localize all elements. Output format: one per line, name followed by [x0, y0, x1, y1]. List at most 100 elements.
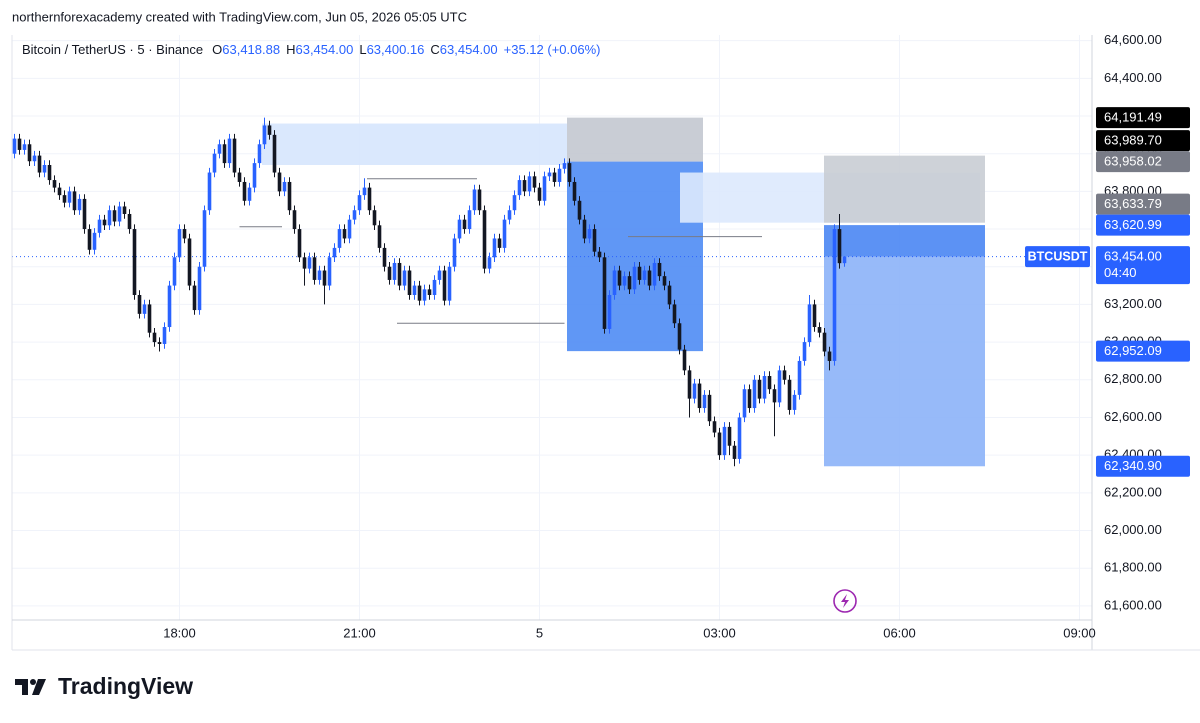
candle-body	[267, 125, 272, 135]
price-label-box	[1096, 107, 1190, 129]
zones	[12, 117, 1092, 467]
candle-body	[312, 257, 317, 280]
legend-value: 63,400.16	[367, 42, 425, 57]
candle-body	[372, 210, 377, 226]
candle-body	[157, 342, 162, 344]
y-tick-label: 64,400.00	[1104, 70, 1162, 85]
candle-body	[247, 187, 252, 201]
y-tick-label: 63,200.00	[1104, 296, 1162, 311]
legend: Bitcoin / TetherUS · 5 · Binance O63,418.…	[22, 42, 601, 57]
candle-body	[687, 370, 692, 399]
candle-body	[797, 360, 802, 395]
candle-body	[112, 210, 117, 222]
candle-body	[702, 394, 707, 409]
candle-body	[422, 289, 427, 301]
candle-body	[827, 351, 832, 361]
candle-body	[712, 421, 717, 433]
tag-box	[1025, 246, 1090, 268]
candle-body	[107, 210, 112, 226]
candle-body	[227, 138, 232, 164]
logo-text: TradingView	[58, 673, 193, 699]
price-label: 63,958.02	[1104, 154, 1162, 169]
y-tick-label: 64,600.00	[1104, 32, 1162, 47]
candle-body	[242, 181, 247, 201]
candle-body	[77, 198, 82, 211]
x-tick-label: 18:00	[163, 625, 196, 640]
candle-body	[522, 180, 527, 192]
candle-body	[697, 383, 702, 409]
candle-body	[382, 247, 387, 267]
candle-body	[597, 251, 602, 258]
zone	[567, 117, 703, 162]
candle-body	[222, 144, 227, 164]
candle-body	[637, 266, 642, 280]
candle-body	[507, 210, 512, 220]
candle-body	[87, 229, 92, 250]
candle-body	[162, 327, 167, 344]
legend-key: C	[430, 42, 439, 57]
candle-body	[92, 232, 97, 250]
price-label: 63,454.00	[1104, 249, 1162, 264]
candle-body	[467, 210, 472, 230]
legend-value: 63,454.00	[295, 42, 353, 57]
y-tick-label: 61,600.00	[1104, 597, 1162, 612]
candle-body	[432, 279, 437, 295]
candle-body	[757, 379, 762, 399]
candle-body	[352, 210, 357, 220]
candle-body	[232, 138, 237, 173]
candle-body	[272, 134, 277, 173]
candle-body	[642, 270, 647, 280]
candle-body	[582, 219, 587, 239]
x-tick-label: 21:00	[343, 625, 376, 640]
candle-body	[117, 206, 122, 222]
candle-body	[72, 191, 77, 211]
price-label-box	[1096, 151, 1190, 173]
candle-body	[137, 295, 142, 314]
candle-body	[57, 187, 62, 196]
candle-body	[452, 238, 457, 267]
price-label-box	[1096, 246, 1190, 285]
price-label: 64,191.49	[1104, 110, 1162, 125]
candle-body	[622, 276, 627, 286]
candle-body	[617, 270, 622, 286]
legend-key: H	[286, 42, 295, 57]
candle-body	[737, 417, 742, 459]
candle-body	[307, 257, 312, 269]
candle-body	[777, 370, 782, 403]
candle-body	[207, 172, 212, 211]
candle-body	[82, 198, 87, 230]
x-tick-label: 09:00	[1063, 625, 1096, 640]
candle-body	[152, 332, 157, 343]
zone	[824, 155, 985, 223]
zone	[824, 256, 985, 467]
legend-key: L	[359, 42, 366, 57]
price-label-box	[1096, 340, 1190, 362]
candle-body	[337, 229, 342, 248]
candle-body	[427, 289, 432, 295]
candle-body	[537, 187, 542, 201]
candle-body	[102, 219, 107, 226]
y-tick-label: 61,800.00	[1104, 560, 1162, 575]
candle-body	[12, 138, 17, 154]
candle-body	[667, 285, 672, 305]
candle-body	[27, 144, 32, 162]
candle-body	[47, 165, 52, 181]
price-label: 63,620.99	[1104, 217, 1162, 232]
y-tick-label: 62,200.00	[1104, 484, 1162, 499]
candle-body	[147, 304, 152, 333]
candle-body	[357, 195, 362, 211]
candle-body	[252, 163, 257, 188]
candle-body	[367, 187, 372, 211]
candle-body	[547, 172, 552, 177]
legend-value: 63,454.00	[440, 42, 498, 57]
candle-body	[332, 247, 337, 258]
candle-body	[212, 153, 217, 173]
candle-body	[22, 144, 27, 150]
candle-body	[412, 285, 417, 295]
candle-body	[497, 238, 502, 248]
candle-body	[217, 144, 222, 154]
candle-body	[487, 257, 492, 269]
candle-body	[692, 383, 697, 399]
candle-body	[752, 379, 757, 409]
candle-body	[437, 270, 442, 280]
